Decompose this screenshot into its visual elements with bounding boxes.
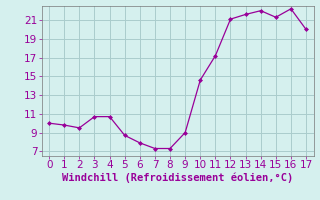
- X-axis label: Windchill (Refroidissement éolien,°C): Windchill (Refroidissement éolien,°C): [62, 173, 293, 183]
